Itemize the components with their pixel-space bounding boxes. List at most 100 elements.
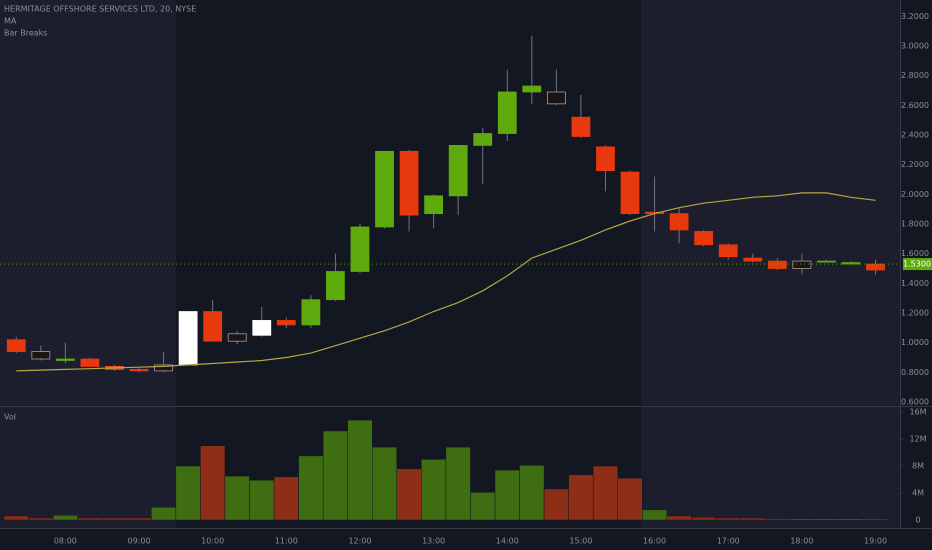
candle-body	[252, 320, 272, 336]
candle-body	[473, 133, 493, 146]
volume-bar	[322, 430, 348, 521]
y-tick-label: 16M	[909, 408, 926, 417]
volume-bar	[592, 465, 619, 521]
volume-bar	[543, 488, 569, 521]
volume-bar	[421, 459, 447, 521]
indicator-label: Bar Breaks	[4, 29, 47, 38]
x-tick-label: 16:00	[643, 537, 666, 546]
candle-body	[841, 262, 861, 265]
candle-body	[792, 260, 812, 269]
volume-bar	[691, 517, 717, 521]
volume-bar	[224, 475, 250, 521]
volume-bar	[200, 445, 226, 521]
volume-bar	[249, 479, 275, 521]
y-tick-label: 1.2000	[901, 309, 929, 318]
candle-body	[55, 358, 75, 361]
volume-bar	[52, 515, 78, 521]
candle-body	[154, 364, 173, 372]
y-tick-label: 3.2000	[901, 12, 929, 21]
volume-bar	[740, 517, 766, 521]
y-tick-label: 1.8000	[901, 220, 929, 229]
candle-body	[743, 257, 763, 262]
x-tick-label: 15:00	[569, 537, 592, 546]
y-tick-label: 4M	[912, 489, 924, 498]
candle-body	[129, 368, 149, 372]
x-tick-label: 08:00	[54, 537, 77, 546]
candle-body	[31, 351, 51, 360]
candle-body	[203, 311, 223, 342]
volume-bar	[28, 517, 54, 521]
y-tick-label: 0.6000	[901, 398, 929, 407]
y-tick-label: 2.8000	[901, 71, 929, 80]
candle-body	[571, 116, 591, 137]
candle-body	[522, 85, 542, 93]
candle-body	[596, 146, 615, 172]
y-tick-label: 0	[915, 516, 920, 525]
volume-bar	[396, 468, 422, 521]
volume-bar	[126, 517, 152, 521]
volume-bar	[101, 517, 127, 521]
x-tick-label: 12:00	[348, 537, 371, 546]
x-tick-label: 14:00	[496, 537, 519, 546]
volume-bar	[813, 518, 839, 521]
candle-body	[326, 271, 345, 301]
volume-bar	[494, 469, 520, 521]
volume-bar	[617, 477, 643, 521]
candle-body	[6, 339, 26, 352]
volume-bar	[863, 518, 889, 521]
y-tick-label: 0.8000	[901, 368, 929, 377]
candle-body	[817, 260, 836, 263]
volume-bar	[372, 446, 398, 521]
candle-body	[767, 260, 787, 269]
y-tick-label: 1.6000	[901, 249, 929, 258]
volume-bar	[273, 476, 299, 521]
y-tick-label: 1.0000	[901, 338, 929, 347]
candle-body	[546, 91, 566, 105]
candle-body	[448, 144, 468, 197]
candle-body	[399, 150, 419, 216]
candle-body	[718, 244, 738, 258]
ma-line	[16, 192, 876, 372]
plot	[0, 35, 900, 521]
y-tick-label: 2.6000	[901, 101, 929, 110]
volume-bar	[764, 518, 790, 521]
candle-body	[669, 213, 689, 231]
x-tick-label: 19:00	[864, 537, 887, 546]
candle-body	[375, 150, 394, 228]
x-tick-label: 18:00	[790, 537, 813, 546]
candle-body	[301, 299, 321, 326]
volume-bar	[175, 465, 201, 521]
last-price-label: 1.5300	[903, 260, 931, 269]
candle-body	[350, 226, 370, 272]
candle-body	[497, 91, 517, 134]
candle-body	[424, 195, 444, 215]
volume-bar	[715, 517, 741, 521]
chart-title: HERMITAGE OFFSHORE SERVICES LTD, 20, NYS…	[4, 5, 196, 14]
x-tick-label: 17:00	[717, 537, 740, 546]
candle-body	[276, 320, 296, 326]
volume-bar	[298, 455, 324, 521]
candle-body	[178, 311, 198, 366]
candle-body	[227, 333, 247, 342]
volume-bar	[519, 465, 545, 521]
volume-bar	[838, 518, 864, 521]
volume-bar	[789, 518, 815, 521]
volume-bar	[470, 492, 496, 521]
volume-bar	[445, 446, 471, 521]
y-tick-label: 2.0000	[901, 190, 929, 199]
y-tick-label: 12M	[909, 435, 926, 444]
y-tick-label: 2.2000	[901, 160, 929, 169]
volume-bar	[151, 506, 177, 521]
x-tick-label: 13:00	[422, 537, 445, 546]
candle-body	[866, 263, 885, 271]
volume-label: Vol	[4, 413, 16, 422]
volume-bar	[568, 474, 594, 521]
volume-bar	[3, 515, 29, 521]
indicator-label: MA	[4, 17, 17, 26]
volume-bar	[666, 515, 692, 521]
y-tick-label: 1.4000	[901, 279, 929, 288]
volume-bar	[347, 419, 373, 521]
y-tick-label: 3.0000	[901, 41, 929, 50]
y-tick-label: 2.4000	[901, 131, 929, 140]
